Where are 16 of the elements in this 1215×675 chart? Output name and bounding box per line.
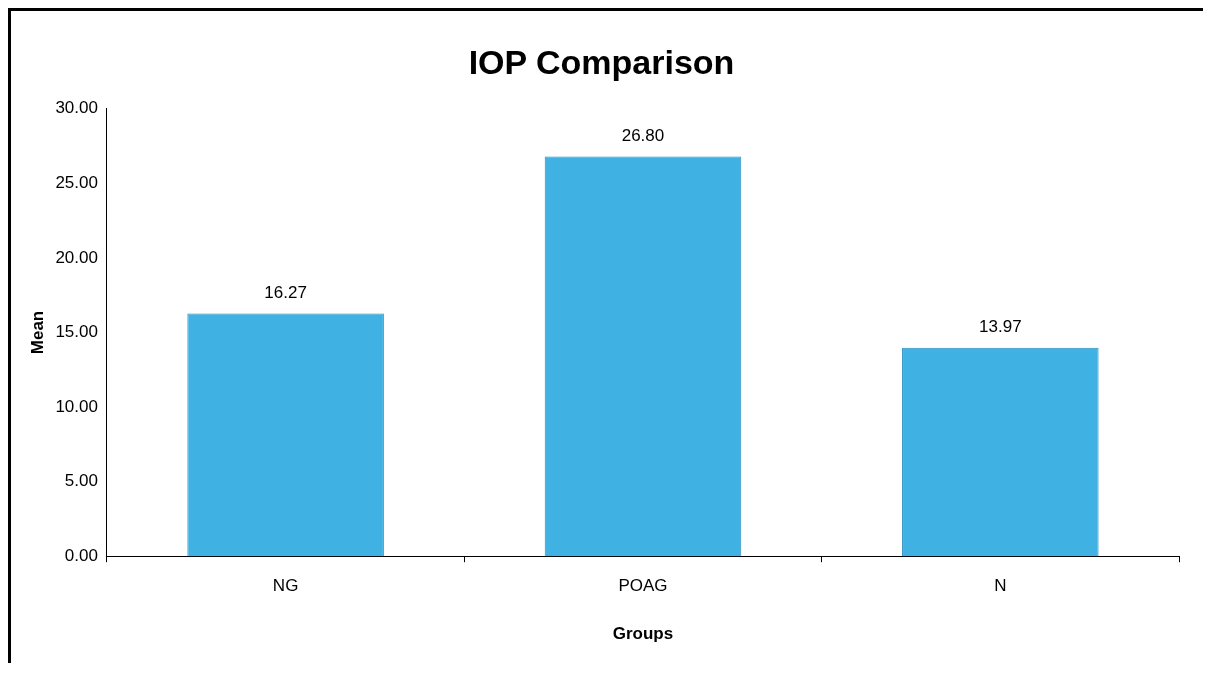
x-axis-title: Groups	[612, 624, 674, 644]
y-tick-label: 15.00	[55, 322, 98, 342]
y-tick-label: 5.00	[64, 471, 98, 491]
x-tick-label: N	[994, 576, 1007, 596]
y-tick-label: 30.00	[55, 98, 98, 118]
x-tick-label: NG	[272, 576, 299, 596]
data-label: 16.27	[264, 282, 307, 302]
y-tick-label: 10.00	[55, 396, 98, 416]
chart-title: IOP Comparison	[468, 42, 735, 81]
y-tick-label: 20.00	[55, 247, 98, 267]
y-axis-title: Mean	[27, 310, 47, 355]
y-tick-label: 25.00	[55, 173, 98, 193]
data-label: 26.80	[621, 125, 665, 145]
data-label: 13.97	[979, 317, 1022, 337]
y-tick-label: 0.00	[64, 545, 98, 565]
x-tick-label: POAG	[618, 576, 668, 596]
